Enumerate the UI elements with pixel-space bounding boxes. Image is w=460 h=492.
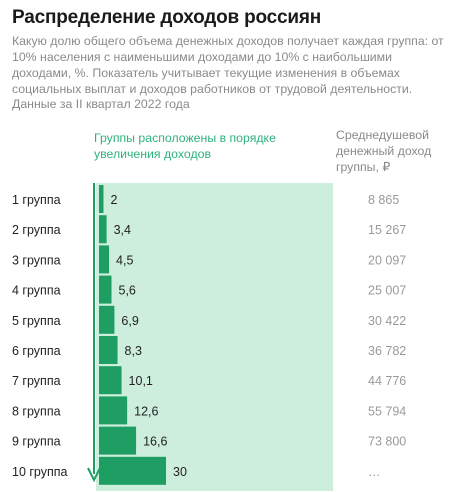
- share-value-label: 4,5: [116, 253, 133, 267]
- group-label: 10 группа: [12, 465, 68, 479]
- income-share-bar: [99, 426, 137, 455]
- income-share-bar: [99, 185, 104, 213]
- chart-description: Какую долю общего объема денежных доходо…: [12, 34, 444, 96]
- group-label: 7 группа: [12, 374, 61, 388]
- income-share-bar: [99, 366, 122, 395]
- per-capita-income-label: 25 007: [368, 284, 406, 298]
- share-value-label: 6,9: [121, 314, 138, 328]
- income-share-bar: [99, 275, 112, 304]
- per-capita-income-label: 55 794: [368, 404, 406, 418]
- share-value-label: 10,1: [129, 374, 153, 388]
- data-period-note: Данные за II квартал 2022 года: [12, 97, 190, 111]
- per-capita-income-label: 15 267: [368, 223, 406, 237]
- group-label: 2 группа: [12, 223, 61, 237]
- share-value-label: 30: [173, 465, 187, 479]
- per-capita-income-label: 44 776: [368, 374, 406, 388]
- chart-title: Распределение доходов россиян: [12, 7, 322, 28]
- income-share-bar: [99, 245, 110, 274]
- group-label: 4 группа: [12, 284, 61, 298]
- income-share-bar: [99, 396, 128, 425]
- group-label: 8 группа: [12, 404, 61, 418]
- chart-rows: 1 группа 2 8 865 2 группа 3,4 15 267 3 группа 4…: [12, 185, 406, 485]
- group-label: 9 группа: [12, 435, 61, 449]
- per-capita-income-label: 36 782: [368, 344, 406, 358]
- increase-arrow-head: [87, 467, 101, 483]
- share-value-label: 5,6: [119, 284, 136, 298]
- share-value-label: 8,3: [125, 344, 142, 358]
- income-share-bar: [99, 336, 118, 364]
- income-share-bar: [99, 215, 107, 244]
- group-label: 6 группа: [12, 344, 61, 358]
- per-capita-income-label: 30 422: [368, 314, 406, 328]
- income-column-header: Среднедушевой денежный доход группы, ₽: [336, 128, 432, 174]
- income-share-bar: [99, 456, 166, 485]
- share-value-label: 3,4: [114, 223, 131, 237]
- income-share-bar: [99, 305, 115, 334]
- group-label: 5 группа: [12, 314, 61, 328]
- share-value-label: 16,6: [143, 435, 167, 449]
- per-capita-income-label: 8 865: [368, 193, 399, 207]
- group-label: 3 группа: [12, 253, 61, 267]
- per-capita-income-label: 20 097: [368, 253, 406, 267]
- share-value-label: 2: [110, 193, 117, 207]
- per-capita-income-label: …: [368, 465, 381, 479]
- groups-column-header: Группы расположены в порядке увеличения …: [94, 131, 276, 161]
- per-capita-income-label: 73 800: [368, 435, 406, 449]
- share-value-label: 12,6: [134, 404, 158, 418]
- group-label: 1 группа: [12, 193, 61, 207]
